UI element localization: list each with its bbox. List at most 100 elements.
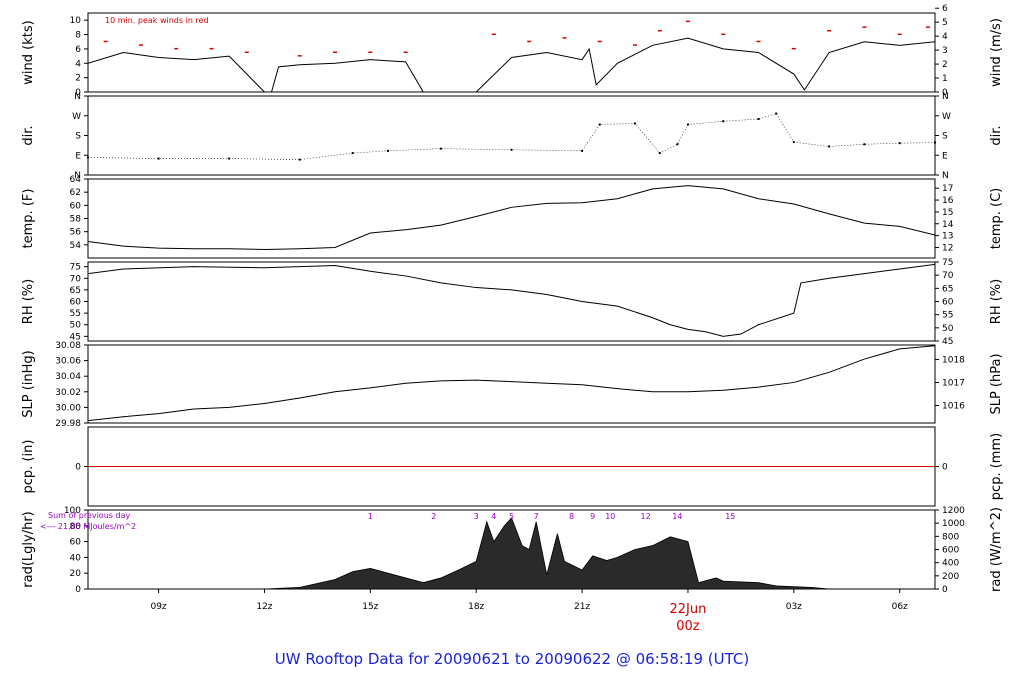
temp-ytick-label-left: 64 xyxy=(70,175,82,185)
dir-point xyxy=(898,142,901,145)
wind-ytick-label-right: 4 xyxy=(942,32,948,42)
slp-ytick-label-left: 30.06 xyxy=(55,357,81,367)
rad-hour-label: 10 xyxy=(605,512,615,521)
temp-ytick-label-left: 54 xyxy=(70,241,82,251)
slp-ytick-label-left: 30.02 xyxy=(55,388,81,398)
dir-point xyxy=(722,120,725,123)
slp-ytick-label-right: 1017 xyxy=(942,378,965,388)
wind-ytick-label-left: 4 xyxy=(75,59,81,69)
rh-ytick-label-left: 55 xyxy=(70,309,81,319)
temp-ylabel-left: temp. (F) xyxy=(21,189,36,249)
wind-peak-marker xyxy=(721,33,726,36)
dir-ytick-label-left: S xyxy=(75,132,81,142)
temp-ytick-label-right: 12 xyxy=(942,243,953,253)
xtick-label: 21z xyxy=(574,602,590,612)
temp-ylabel-right: temp. (C) xyxy=(989,188,1004,250)
rad-hour-label: 8 xyxy=(569,512,574,521)
rh-line xyxy=(88,263,935,337)
dir-ylabel-left: dir. xyxy=(21,125,36,145)
wind-ylabel-right: wind (m/s) xyxy=(989,18,1004,87)
wind-ytick-label-right: 2 xyxy=(942,60,948,70)
dir-point xyxy=(510,148,513,151)
rad-ytick-label-left: 100 xyxy=(64,506,81,516)
wind-ytick-label-left: 2 xyxy=(75,74,81,84)
wind-peak-marker xyxy=(562,37,567,39)
dir-ytick-label-left: W xyxy=(72,112,81,122)
temp-ytick-label-left: 60 xyxy=(70,201,82,211)
rad-hour-label: 15 xyxy=(725,512,735,521)
rad-ytick-label-left: 0 xyxy=(75,585,81,595)
rad-hour-label: 5 xyxy=(509,512,514,521)
slp-frame xyxy=(87,344,936,424)
slp-ytick-label-left: 30.00 xyxy=(55,403,81,413)
wind-peak-marker xyxy=(209,47,214,50)
dir-point xyxy=(581,149,584,152)
dir-ytick-label-left: N xyxy=(74,171,81,181)
dir-ytick-label-left: N xyxy=(74,92,81,102)
wind-peak-marker xyxy=(368,51,373,53)
wind-peak-marker xyxy=(103,40,108,43)
rh-ytick-label-right: 50 xyxy=(942,324,954,334)
rh-ylabel-left: RH (%) xyxy=(21,279,36,324)
rh-ytick-label-left: 50 xyxy=(70,321,82,331)
slp-ytick-label-right: 1018 xyxy=(942,355,965,365)
dir-ytick-label-right: N xyxy=(942,171,949,181)
xtick-label: 18z xyxy=(468,602,484,612)
rad-hour-label: 14 xyxy=(672,512,682,521)
temp-frame xyxy=(87,178,936,259)
rad-ytick-label-right: 0 xyxy=(942,585,948,595)
rad-ytick-label-left: 40 xyxy=(70,553,82,563)
temp-ytick-label-right: 17 xyxy=(942,184,953,194)
pcp-ylabel-left: pcp. (in) xyxy=(21,440,36,494)
dir-point xyxy=(598,123,601,126)
dir-frame xyxy=(87,95,936,176)
wind-peak-marker xyxy=(791,47,796,50)
wind-ytick-label-right: 1 xyxy=(942,74,948,84)
wind-ytick-label-left: 8 xyxy=(75,31,81,41)
wind-annotation: 10 min. peak winds in red xyxy=(105,16,209,25)
rad-ytick-label-right: 200 xyxy=(942,572,959,582)
panel-wind: 0 2 4 6 8 10 0 1 2 3 4 5 6 wind (kts) wind (m/s) 10 min… xyxy=(21,4,1004,98)
panel-rad: 020406080100020040060080010001200rad(Lgl… xyxy=(21,506,1004,595)
wind-ylabel-left: wind (kts) xyxy=(21,20,36,84)
rad-hour-label: 12 xyxy=(641,512,651,521)
wind-peak-marker xyxy=(633,44,638,46)
wind-ytick-label-left: 0 xyxy=(75,88,81,98)
slp-ytick-label-right: 1016 xyxy=(942,401,965,411)
dir-ylabel-right: dir. xyxy=(989,125,1004,145)
wind-peak-marker xyxy=(174,47,179,50)
wind-peak-marker xyxy=(138,44,143,46)
xtick-label: 12z xyxy=(256,602,272,612)
wind-ytick-label-right: 0 xyxy=(942,88,948,98)
rh-ytick-label-left: 45 xyxy=(70,332,81,342)
pcp-ytick-label-left: 0 xyxy=(75,463,81,473)
rad-ytick-label-right: 1000 xyxy=(942,519,965,529)
pcp-ylabel-right: pcp. (mm) xyxy=(989,433,1004,500)
rad-hour-label: 2 xyxy=(431,512,436,521)
wind-ytick-label-right: 3 xyxy=(942,46,948,56)
temp-ytick-label-left: 62 xyxy=(70,188,81,198)
temp-ytick-label-right: 13 xyxy=(942,232,953,242)
rad-annotation-sum: Sum of previous day xyxy=(48,511,130,520)
rh-ytick-label-right: 65 xyxy=(942,284,953,294)
panel-slp: 29.98 30.00 30.02 30.04 30.06 30.08 1016 1017 10… xyxy=(21,341,1004,429)
rad-ytick-label-right: 800 xyxy=(942,532,959,542)
temp-ytick-label-right: 14 xyxy=(942,220,954,230)
dir-ytick-label-right: W xyxy=(942,112,951,122)
dir-point xyxy=(439,147,442,150)
wind-ytick-label-right: 6 xyxy=(942,4,948,14)
rh-ytick-label-right: 55 xyxy=(942,311,953,321)
wind-peak-marker xyxy=(756,40,761,43)
temp-ytick-label-left: 58 xyxy=(70,215,82,225)
dir-point xyxy=(828,145,831,148)
rad-area xyxy=(264,517,830,589)
dir-trend xyxy=(88,113,935,160)
rh-ytick-label-right: 70 xyxy=(942,271,954,281)
rad-ylabel-left: rad(Lgly/hr) xyxy=(21,511,36,587)
wind-peak-marker xyxy=(685,20,690,23)
xtick-label: 15z xyxy=(362,602,378,612)
